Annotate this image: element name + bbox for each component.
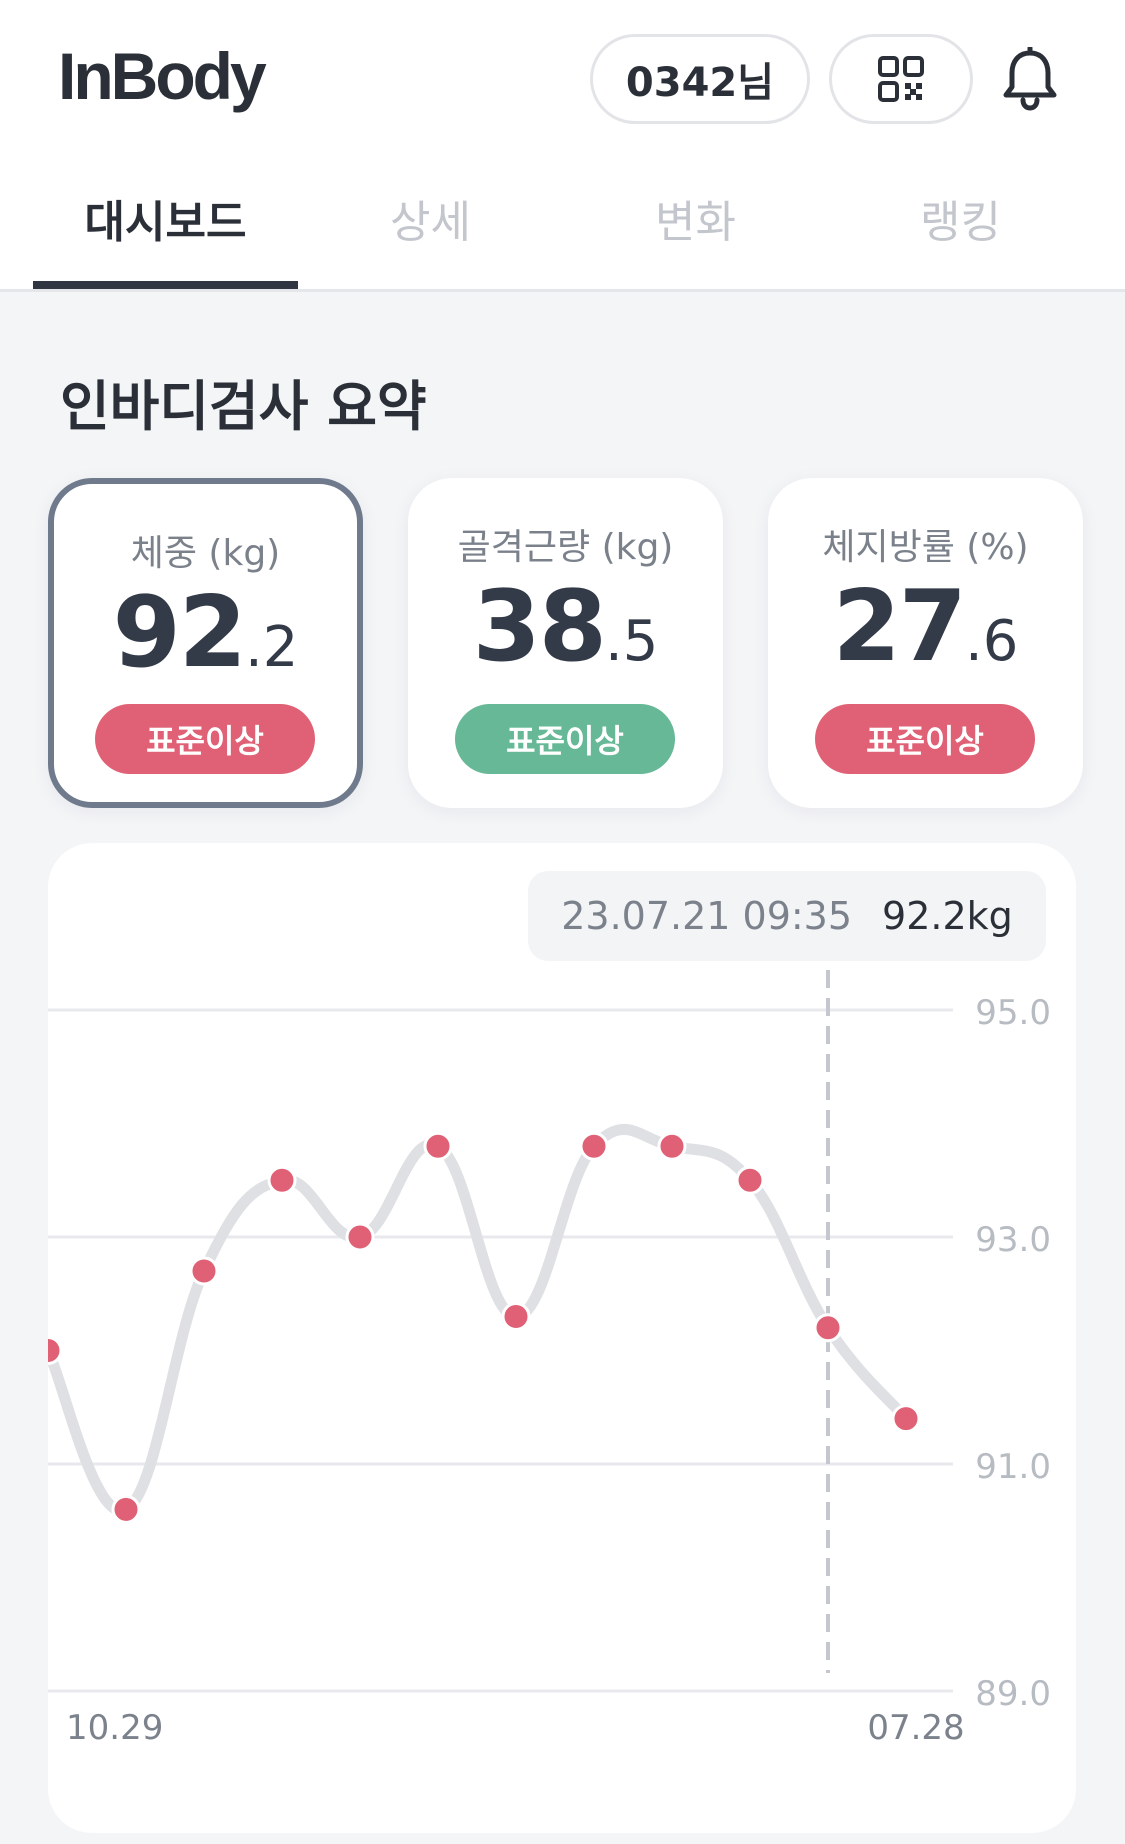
card-value-decimal: .6	[964, 609, 1019, 674]
card-value-decimal: .5	[604, 609, 659, 674]
card-value-integer: 27	[832, 570, 967, 684]
data-point	[735, 1165, 765, 1195]
x-tick-label: 10.29	[66, 1708, 163, 1748]
section-title: 인바디검사 요약	[60, 375, 427, 438]
qr-code-icon	[878, 56, 924, 102]
tab-bar: 대시보드 상세 변화 랭킹	[0, 176, 1125, 292]
y-tick-label: 91.0	[975, 1447, 1051, 1487]
data-point	[813, 1313, 843, 1343]
card-value: 27.6	[768, 570, 1083, 684]
data-point	[48, 1336, 63, 1365]
tab-detail[interactable]: 상세	[390, 197, 471, 248]
app-header: InBody 0342님 대시보드 상세 변화 랭킹	[0, 0, 1125, 292]
card-label: 체중 (kg)	[130, 533, 281, 574]
series-line	[48, 1123, 912, 1516]
data-point	[423, 1131, 453, 1161]
tab-ranking[interactable]: 랭킹	[920, 197, 1001, 248]
card-value: 38.5	[408, 570, 723, 684]
metric-card-muscle[interactable]: 골격근량 (kg) 38.5 표준이상	[408, 478, 723, 808]
data-point	[111, 1494, 141, 1524]
notification-button[interactable]	[998, 44, 1062, 114]
card-label: 골격근량 (kg)	[457, 527, 674, 568]
y-tick-label: 89.0	[975, 1674, 1051, 1714]
card-label: 체지방률 (%)	[822, 527, 1029, 568]
inbody-logo: InBody	[58, 39, 267, 113]
bell-icon	[1003, 47, 1057, 111]
data-point	[345, 1222, 375, 1252]
card-value-decimal: .2	[244, 615, 299, 680]
metric-card-weight[interactable]: 체중 (kg) 92.2 표준이상	[48, 478, 363, 808]
data-point	[657, 1131, 687, 1161]
card-value-integer: 92	[112, 576, 247, 690]
tab-change[interactable]: 변화	[655, 197, 736, 248]
card-value-integer: 38	[472, 570, 607, 684]
x-tick-label: 07.28	[867, 1708, 964, 1748]
user-id-button[interactable]: 0342님	[590, 34, 810, 124]
y-tick-label: 95.0	[975, 993, 1051, 1033]
active-tab-indicator	[33, 281, 298, 289]
chart-canvas: 95.0 93.0 91.0 89.0 10.29 07.28	[48, 970, 1051, 1748]
qr-code-button[interactable]	[829, 34, 973, 124]
status-badge: 표준이상	[95, 704, 315, 774]
data-point	[891, 1404, 921, 1434]
card-value: 92.2	[54, 576, 357, 690]
data-point	[501, 1301, 531, 1331]
data-point	[579, 1131, 609, 1161]
tab-dashboard[interactable]: 대시보드	[84, 197, 247, 248]
tooltip-value: 92.2kg	[882, 894, 1013, 938]
status-badge: 표준이상	[455, 704, 675, 774]
metric-card-body-fat[interactable]: 체지방률 (%) 27.6 표준이상	[768, 478, 1083, 808]
y-tick-label: 93.0	[975, 1220, 1051, 1260]
chart-tooltip: 23.07.21 09:35 92.2kg	[528, 871, 1046, 961]
status-badge: 표준이상	[815, 704, 1035, 774]
data-point	[189, 1256, 219, 1286]
weight-trend-chart[interactable]: 95.0 93.0 91.0 89.0 10.29 07.28 23.07.21 09:3…	[48, 843, 1076, 1833]
data-point	[267, 1165, 297, 1195]
tooltip-date: 23.07.21 09:35	[561, 894, 853, 938]
